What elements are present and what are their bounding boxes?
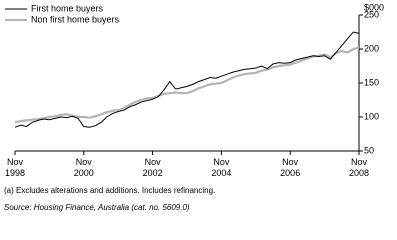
legend-label: Non first home buyers	[31, 14, 120, 24]
x-tick-label: Nov 2002	[142, 157, 163, 178]
x-tick-label: Nov 2008	[348, 157, 370, 178]
page: $000 50 100 150 200 250 First home buyers Non …	[4, 2, 384, 212]
y-tick-label: 50	[364, 145, 374, 155]
y-tick-label: 100	[364, 111, 379, 121]
chart: $000 50 100 150 200 250 First home buyersNon …	[5, 2, 384, 155]
line	[14, 46, 360, 124]
line	[14, 31, 360, 128]
x-tick-label: Nov 1998	[4, 157, 26, 178]
y-tick-label: 250	[364, 9, 379, 19]
source: Source: Housing Finance, Australia (cat.…	[4, 203, 190, 212]
x-tick-label: Nov 2000	[73, 157, 94, 178]
x-tick-label: Nov 2004	[211, 157, 232, 178]
footnote: (a) Excludes alterations and additions. …	[4, 186, 216, 195]
legend-label: First home buyers	[31, 3, 104, 13]
y-tick-label: 150	[364, 77, 379, 87]
y-unit: $000	[364, 2, 384, 12]
y-tick-label: 200	[364, 43, 379, 53]
x-tick-label: Nov 2006	[280, 157, 301, 178]
